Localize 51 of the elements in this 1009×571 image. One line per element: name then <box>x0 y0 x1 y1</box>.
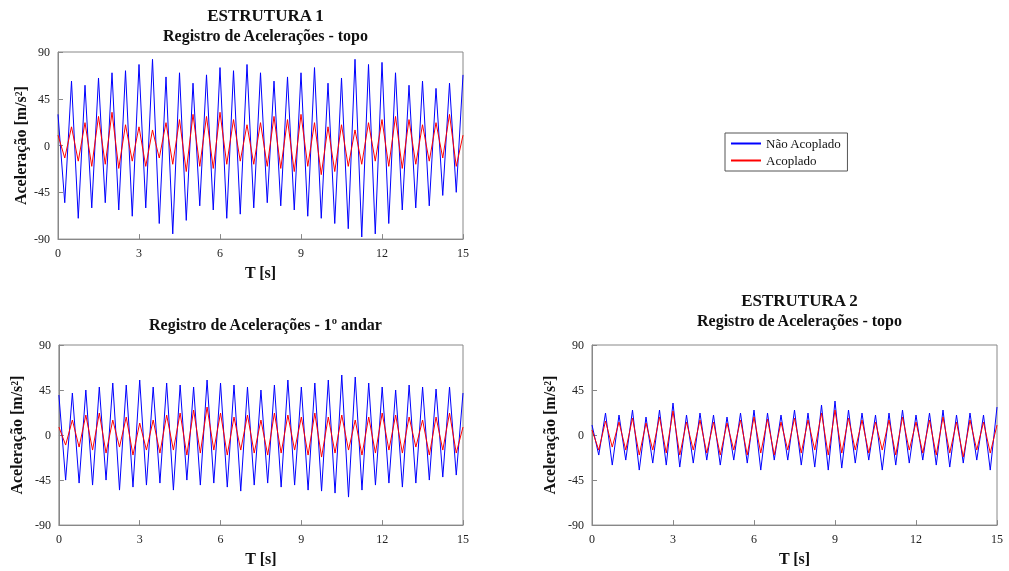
line-series <box>57 111 464 176</box>
line-series <box>591 409 998 458</box>
x-tick-label: 15 <box>457 532 469 547</box>
x-tick-label: 9 <box>298 532 305 547</box>
x-tick-label: 9 <box>832 532 838 547</box>
y-axis-title: Aceleração [m/s²] <box>7 375 26 495</box>
y-tick-label: -45 <box>34 473 51 488</box>
y-tick-label: 90 <box>38 338 51 352</box>
x-tick-label: 12 <box>376 532 389 547</box>
y-tick-label: -90 <box>34 232 50 247</box>
line-series <box>58 406 464 458</box>
x-tick-label: 12 <box>376 246 388 261</box>
x-axis-title: T [s] <box>778 549 811 567</box>
x-axis-title: T [s] <box>245 549 277 567</box>
x-tick-label: 9 <box>298 246 304 261</box>
chart-title: ESTRUTURA 2 <box>741 291 858 310</box>
legend-label: Não Acoplado <box>766 136 841 151</box>
x-tick-label: 6 <box>217 532 224 547</box>
x-tick-label: 3 <box>136 532 143 547</box>
y-tick-label: 0 <box>578 428 584 443</box>
y-tick-label: -45 <box>34 185 50 200</box>
x-tick-label: 0 <box>55 532 62 547</box>
chart-title: ESTRUTURA 1 <box>207 6 324 25</box>
y-tick-label: 45 <box>38 91 50 106</box>
y-tick-label: 0 <box>44 138 50 153</box>
x-tick-label: 15 <box>991 532 1003 547</box>
x-tick-label: 12 <box>910 532 922 547</box>
line-series <box>591 400 998 471</box>
x-tick-label: 3 <box>136 246 142 261</box>
y-axis-title: Aceleração [m/s²] <box>11 86 30 206</box>
y-tick-label: 0 <box>44 428 51 443</box>
y-axis-title: Aceleração [m/s²] <box>540 375 559 495</box>
x-tick-label: 6 <box>751 532 757 547</box>
line-series <box>58 374 464 498</box>
y-tick-label: 90 <box>572 338 584 352</box>
x-tick-label: 0 <box>55 246 61 261</box>
y-tick-label: 45 <box>38 383 51 398</box>
x-tick-label: 15 <box>457 246 469 261</box>
x-tick-label: 0 <box>589 532 595 547</box>
y-tick-label: 45 <box>572 383 584 398</box>
chart-subtitle: Registro de Acelerações - topo <box>163 26 368 45</box>
x-axis-title: T [s] <box>244 263 277 281</box>
y-tick-label: -45 <box>568 473 584 488</box>
x-tick-label: 6 <box>217 246 223 261</box>
chart-subtitle: Registro de Acelerações - topo <box>697 311 902 330</box>
y-tick-label: -90 <box>34 518 51 533</box>
y-tick-label: 90 <box>38 45 50 59</box>
chart-title: Registro de Acelerações - 1º andar <box>149 315 382 334</box>
legend-label: Acoplado <box>766 153 817 168</box>
y-tick-label: -90 <box>568 518 584 533</box>
x-tick-label: 3 <box>670 532 676 547</box>
